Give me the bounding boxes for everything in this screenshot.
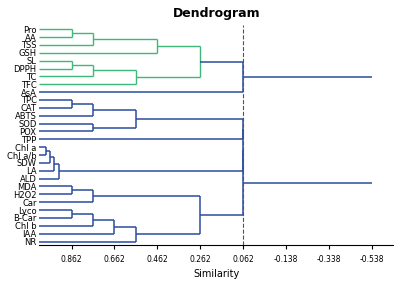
Title: Dendrogram: Dendrogram [172,7,260,20]
X-axis label: Similarity: Similarity [193,269,239,279]
